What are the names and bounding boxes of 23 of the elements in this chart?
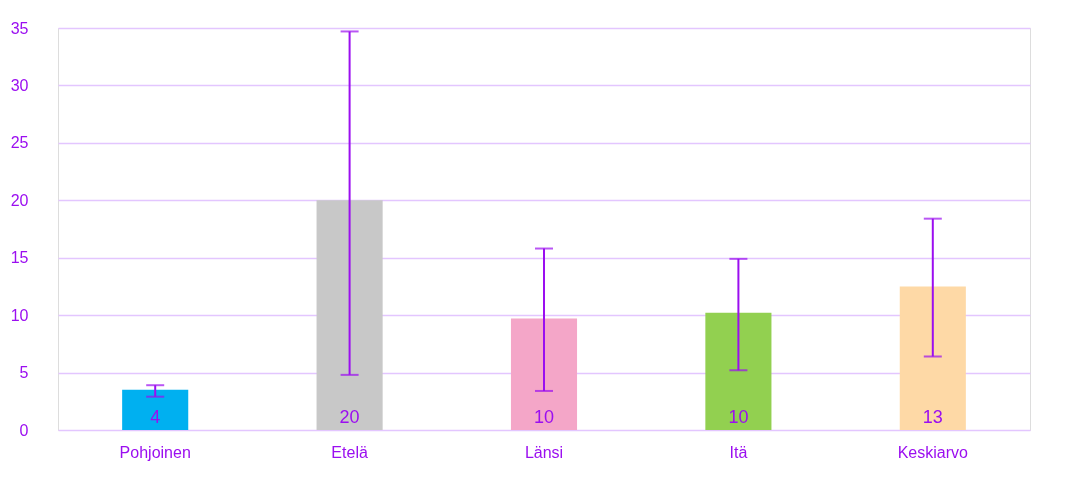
bar [510,318,578,430]
data-label: 10 [728,407,749,427]
x-tick-label: Länsi [524,443,564,461]
data-label: 10 [533,407,555,427]
y-tick-label: 35 [10,19,29,37]
bar [705,312,772,430]
x-tick-label: Keskiarvo [897,443,969,461]
y-tick-label: 25 [10,134,29,152]
y-tick-label: 20 [10,191,29,209]
x-tick-label: Etelä [331,443,368,461]
y-tick-label: 0 [19,421,29,439]
data-label: 4 [150,407,161,427]
x-tick-label: Itä [729,443,748,461]
y-tick-label: 5 [19,364,29,382]
bar [899,286,966,430]
y-tick-label: 15 [10,249,29,267]
y-tick-label: 10 [10,306,29,324]
data-label: 13 [922,407,943,427]
x-tick-label: Pohjoinen [119,443,191,461]
bar [316,200,383,430]
bar [122,389,189,430]
data-label: 20 [339,407,360,427]
y-tick-label: 30 [10,76,29,94]
